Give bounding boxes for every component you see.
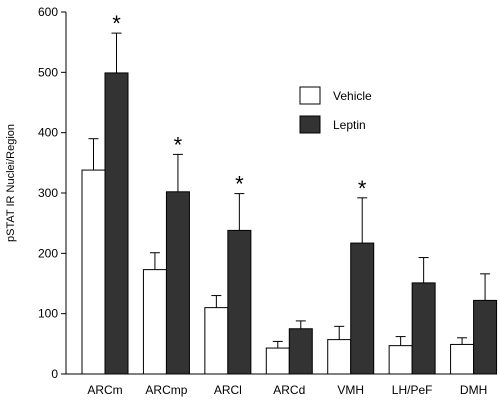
- error-bars: [88, 32, 491, 349]
- bar-leptin-vmh: [350, 242, 375, 375]
- y-tick-label: 300: [38, 186, 58, 200]
- bar-leptin-arcd: [288, 328, 313, 375]
- category-labels: ARCm ARCmp ARCl ARCd VMH LH/PeF DMH: [87, 383, 487, 397]
- y-tick-label: 600: [38, 5, 58, 19]
- legend-label-leptin: Leptin: [333, 118, 366, 132]
- category-label: ARCm: [87, 383, 122, 397]
- y-axis-label: pSTAT IR Nuclei/Region: [5, 124, 17, 242]
- category-label: VMH: [337, 383, 364, 397]
- y-tick-label: 100: [38, 307, 58, 321]
- y-tick-label: 200: [38, 246, 58, 260]
- bar-vehicle-lh-pef: [388, 345, 413, 375]
- legend-swatch-leptin: [299, 115, 321, 134]
- bar-vehicle-arcl: [204, 307, 229, 375]
- category-label: DMH: [460, 383, 487, 397]
- y-ticks: 0 100 200 300 400 500 600: [38, 5, 66, 381]
- y-tick-label: 500: [38, 65, 58, 79]
- category-label: ARCl: [214, 383, 242, 397]
- bar-leptin-arcl: [227, 229, 252, 375]
- legend-swatch-vehicle: [299, 86, 321, 105]
- significance-mark: *: [358, 176, 367, 201]
- bars: [81, 72, 498, 375]
- significance-marks: * * * *: [112, 11, 367, 201]
- bar-vehicle-arcmp: [142, 269, 167, 375]
- bar-vehicle-arcd: [265, 347, 290, 375]
- significance-mark: *: [112, 11, 121, 36]
- significance-mark: *: [174, 132, 183, 157]
- bar-leptin-lh-pef: [411, 282, 436, 375]
- bar-vehicle-vmh: [327, 339, 352, 375]
- bar-leptin-arcmp: [165, 191, 190, 375]
- significance-mark: *: [235, 172, 244, 197]
- category-label: ARCmp: [145, 383, 187, 397]
- bar-vehicle-arcm: [81, 169, 106, 375]
- y-tick-label: 0: [51, 367, 58, 381]
- bar-leptin-dmh: [473, 299, 498, 375]
- bar-vehicle-dmh: [450, 343, 475, 375]
- bar-leptin-arcm: [104, 72, 129, 375]
- legend-label-vehicle: Vehicle: [333, 89, 372, 103]
- legend: Vehicle Leptin: [299, 86, 372, 134]
- category-label: LH/PeF: [392, 383, 433, 397]
- y-tick-label: 400: [38, 126, 58, 140]
- category-label: ARCd: [273, 383, 305, 397]
